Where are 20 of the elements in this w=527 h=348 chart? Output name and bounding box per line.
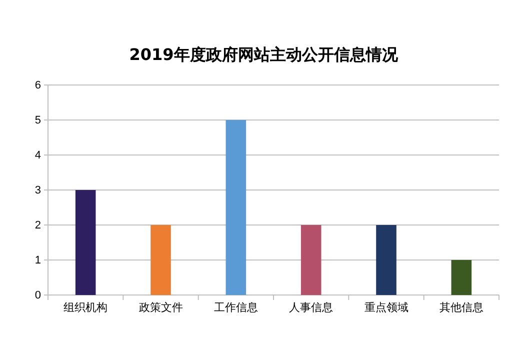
y-tick-label: 2 [34, 220, 41, 232]
y-tick-label: 5 [34, 114, 41, 127]
bar [451, 260, 472, 295]
bar [75, 190, 96, 295]
bar [376, 225, 396, 295]
chart-title: 2019年度政府网站主动公开信息情况 [129, 45, 399, 64]
y-tick-label: 3 [34, 184, 41, 197]
x-tick-label: 重点领域 [364, 300, 408, 314]
x-tick-label: 政策文件 [138, 300, 183, 314]
x-tick-label: 其他信息 [439, 300, 484, 314]
x-tick-label: 工作信息 [214, 300, 258, 314]
bar [226, 120, 246, 295]
y-tick-label: 4 [34, 150, 41, 162]
y-tick-label: 1 [34, 254, 41, 267]
bar [150, 225, 171, 295]
y-tick-label: 0 [34, 290, 41, 302]
y-tick-label: 6 [34, 80, 41, 92]
x-tick-label: 组织机构 [64, 302, 108, 314]
bar [300, 225, 322, 295]
x-tick-label: 人事信息 [289, 300, 334, 314]
